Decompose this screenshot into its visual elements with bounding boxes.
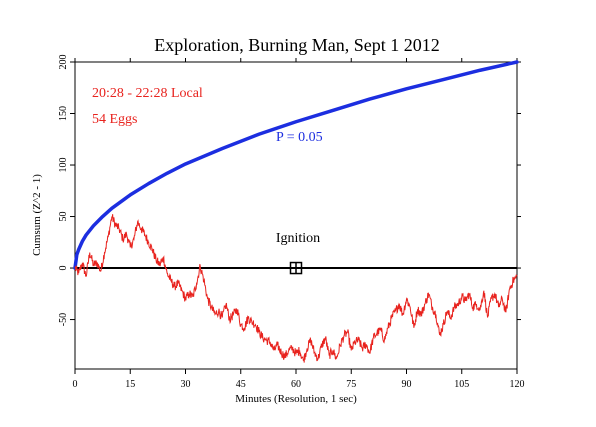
y-axis-label: Cumsum (Z^2 - 1) (31, 174, 43, 256)
x-axis-ticks: 0 15 30 45 60 75 90 105 120 (73, 58, 525, 390)
eggs-annotation: 54 Eggs (92, 112, 138, 127)
x-tick-label: 75 (346, 379, 356, 390)
x-tick-label: 60 (291, 379, 301, 390)
x-axis-label: Minutes (Resolution, 1 sec) (235, 393, 357, 405)
y-axis-ticks: -50 0 50 100 150 200 (58, 55, 521, 326)
ignition-annotation: Ignition (276, 231, 320, 246)
x-tick-label: 120 (510, 379, 525, 390)
time-range-annotation: 20:28 - 22:28 Local (92, 86, 203, 101)
x-tick-label: 90 (402, 379, 412, 390)
envelope-annotation: P = 0.05 (276, 130, 323, 145)
x-tick-label: 30 (181, 379, 191, 390)
y-tick-label: 50 (58, 212, 69, 222)
y-tick-label: 150 (58, 106, 69, 121)
x-tick-label: 105 (454, 379, 469, 390)
y-tick-label: 200 (58, 55, 69, 70)
x-tick-label: 45 (236, 379, 246, 390)
y-tick-label: 100 (58, 158, 69, 173)
chart-title: Exploration, Burning Man, Sept 1 2012 (154, 35, 439, 55)
ignition-marker (289, 261, 303, 275)
cumsum-line (74, 214, 518, 363)
probability-envelope-line (73, 60, 519, 270)
x-tick-label: 0 (73, 379, 78, 390)
y-tick-label: -50 (58, 313, 69, 326)
x-tick-label: 15 (125, 379, 135, 390)
y-tick-label: 0 (58, 266, 69, 271)
